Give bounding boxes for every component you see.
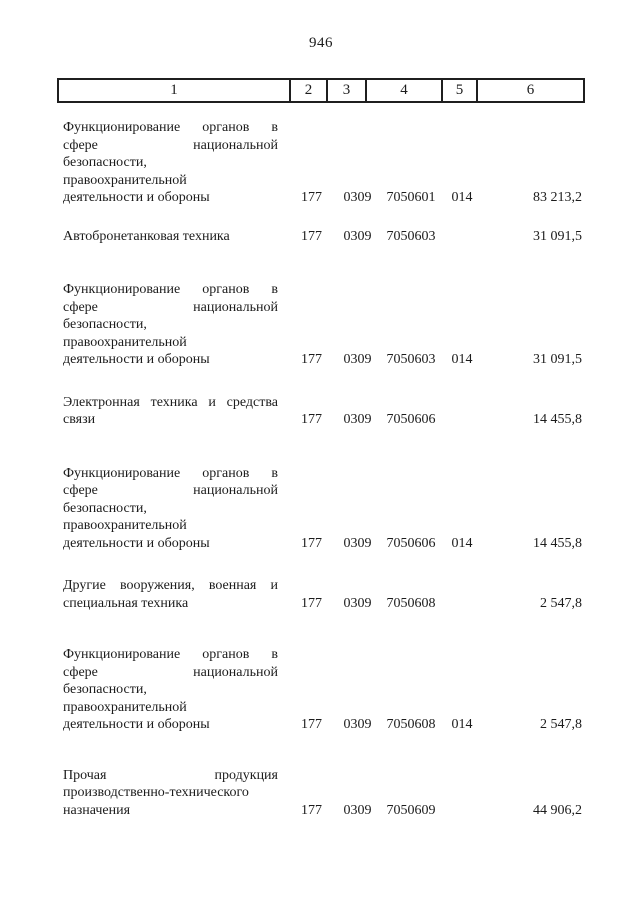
code-target-item: 7050603	[386, 352, 436, 367]
row-title: Функционирование органов в сфере национа…	[57, 646, 287, 734]
code-section: 0309	[343, 228, 372, 244]
table-body: Функционирование органов в сфере национа…	[57, 119, 585, 819]
table-row: Функционирование органов в сфере национа…	[57, 281, 585, 369]
amount: 83 213,2	[533, 190, 582, 205]
code-chapter: 177	[301, 412, 322, 427]
row-title: Функционирование органов в сфере национа…	[57, 281, 287, 369]
amount: 44 906,2	[533, 802, 582, 818]
row-title-line: производственно-технического	[63, 785, 249, 800]
code-chapter: 177	[301, 228, 322, 244]
row-title: Другие вооружения, военная и специальная…	[57, 577, 287, 612]
table-row: Прочая продукция производственно-техниче…	[57, 767, 585, 820]
row-title-line: правоохранительной	[63, 172, 187, 188]
row-title-line: Функционирование органов в	[63, 120, 278, 135]
row-title: Автобронетанковая техника	[57, 228, 287, 246]
table-row: Автобронетанковая техника 177 0309 70506…	[57, 228, 585, 246]
table-row: Электронная техника и средства связи 177…	[57, 394, 585, 429]
code-target-item: 7050606	[386, 412, 436, 427]
header-cell-6: 6	[476, 80, 583, 101]
row-title: Функционирование органов в сфере национа…	[57, 119, 287, 207]
table-header-row: 1 2 3 4 5 6	[57, 78, 585, 103]
code-chapter: 177	[301, 190, 322, 205]
code-section: 0309	[343, 717, 372, 732]
row-title-line: Функционирование органов в	[63, 465, 278, 481]
code-section: 0309	[343, 535, 372, 551]
row-title-line: правоохранительной	[63, 518, 187, 533]
code-expense-type: 014	[451, 535, 473, 551]
row-title-line: сфере национальной	[63, 483, 278, 498]
code-chapter: 177	[301, 535, 322, 551]
code-chapter: 177	[301, 352, 322, 367]
table-row: Функционирование органов в сфере национа…	[57, 119, 585, 207]
row-title-line: Другие вооружения, военная и	[63, 578, 278, 593]
code-target-item: 7050601	[386, 190, 436, 205]
row-title-line: Автобронетанковая техника	[63, 228, 230, 244]
code-target-item: 7050606	[386, 535, 436, 551]
header-cell-5: 5	[441, 80, 476, 101]
code-target-item: 7050603	[386, 228, 436, 244]
header-cell-1: 1	[170, 82, 178, 98]
amount: 31 091,5	[533, 228, 582, 244]
amount: 2 547,8	[540, 717, 582, 732]
row-title-line: Прочая продукция	[63, 767, 278, 783]
code-section: 0309	[343, 802, 372, 818]
code-section: 0309	[343, 352, 372, 367]
amount: 14 455,8	[533, 535, 582, 551]
row-title-line: назначения	[63, 802, 131, 818]
row-title-line: деятельности и обороны	[63, 190, 210, 205]
code-chapter: 177	[301, 802, 322, 818]
table-row: Функционирование органов в сфере национа…	[57, 646, 585, 734]
row-title-line: сфере национальной	[63, 137, 278, 153]
code-section: 0309	[343, 412, 372, 427]
row-title-line: Функционирование органов в	[63, 282, 278, 297]
row-title-line: сфере национальной	[63, 299, 278, 315]
header-cell-4: 4	[365, 80, 441, 101]
row-title: Прочая продукция производственно-техниче…	[57, 767, 287, 820]
row-title: Электронная техника и средства связи	[57, 394, 287, 429]
row-title-line: деятельности и обороны	[63, 352, 210, 367]
row-title-line: правоохранительной	[63, 334, 187, 350]
code-chapter: 177	[301, 595, 322, 611]
code-target-item: 7050608	[386, 595, 436, 611]
code-chapter: 177	[301, 717, 322, 732]
page-number: 946	[309, 35, 333, 51]
header-cell-2: 2	[289, 80, 326, 101]
code-expense-type: 014	[451, 190, 473, 205]
row-title-line: правоохранительной	[63, 699, 187, 715]
row-title-line: Электронная техника и средства	[63, 394, 278, 410]
row-title: Функционирование органов в сфере национа…	[57, 465, 287, 553]
code-section: 0309	[343, 595, 372, 611]
row-title-line: безопасности,	[63, 682, 147, 697]
table-row: Функционирование органов в сфере национа…	[57, 465, 585, 553]
row-title-line: специальная техника	[63, 595, 189, 611]
row-title-line: безопасности,	[63, 317, 147, 332]
row-title-line: сфере национальной	[63, 664, 278, 680]
amount: 2 547,8	[540, 595, 582, 611]
row-title-line: безопасности,	[63, 155, 147, 170]
amount: 31 091,5	[533, 352, 582, 367]
code-expense-type: 014	[451, 352, 473, 367]
row-title-line: безопасности,	[63, 500, 147, 516]
code-section: 0309	[343, 190, 372, 205]
code-expense-type: 014	[451, 717, 473, 732]
row-title-line: деятельности и обороны	[63, 717, 210, 732]
row-title-line: Функционирование органов в	[63, 647, 278, 662]
amount: 14 455,8	[533, 412, 582, 427]
code-target-item: 7050609	[386, 802, 436, 818]
header-cell-3: 3	[326, 80, 365, 101]
table-row: Другие вооружения, военная и специальная…	[57, 577, 585, 612]
row-title-line: деятельности и обороны	[63, 535, 210, 551]
row-title-line: связи	[63, 412, 96, 427]
code-target-item: 7050608	[386, 717, 436, 732]
